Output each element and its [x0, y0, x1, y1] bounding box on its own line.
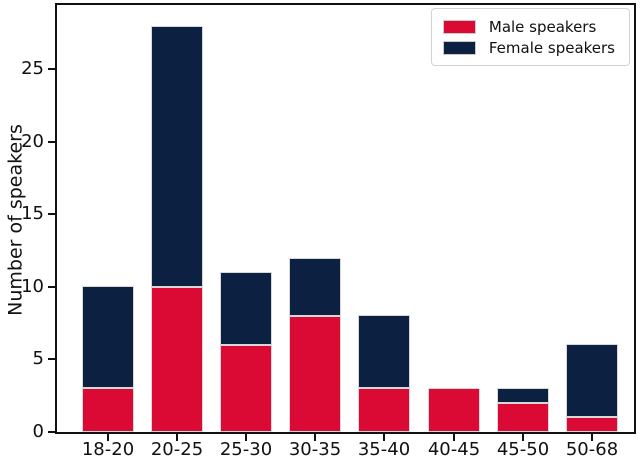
y-tick-label-25: 25 — [21, 58, 44, 79]
bar-segment-18-20-male — [82, 388, 134, 432]
y-tick-label-0: 0 — [32, 421, 44, 442]
y-tick-mark-20 — [48, 141, 55, 143]
x-tick-label-50-68: 50-68 — [565, 439, 619, 460]
bars-layer — [57, 5, 634, 432]
x-tick-mark-45-50 — [522, 434, 524, 441]
x-tick-mark-25-30 — [245, 434, 247, 441]
male-legend-swatch — [442, 19, 476, 34]
x-tick-label-20-25: 20-25 — [150, 439, 204, 460]
x-tick-mark-30-35 — [314, 434, 316, 441]
bar-segment-45-50-female — [497, 388, 549, 403]
plot-area: Male speakers Female speakers — [55, 3, 636, 434]
y-tick-mark-10 — [48, 286, 55, 288]
female-legend-swatch — [442, 40, 476, 55]
bar-segment-50-68-male — [566, 417, 618, 432]
bar-segment-30-35-male — [289, 316, 341, 432]
y-tick-label-20: 20 — [21, 131, 44, 152]
bar-segment-35-40-male — [358, 388, 410, 432]
bar-segment-20-25-male — [151, 287, 203, 432]
bar-segment-35-40-female — [358, 315, 410, 388]
x-tick-mark-18-20 — [107, 434, 109, 441]
y-tick-mark-25 — [48, 68, 55, 70]
x-tick-label-35-40: 35-40 — [357, 439, 411, 460]
x-tick-mark-50-68 — [591, 434, 593, 441]
bar-segment-18-20-female — [82, 286, 134, 388]
legend-label-male: Male speakers — [488, 17, 597, 36]
x-tick-mark-40-45 — [453, 434, 455, 441]
y-tick-label-10: 10 — [21, 276, 44, 297]
legend-label-female: Female speakers — [488, 38, 615, 57]
y-tick-mark-0 — [48, 431, 55, 433]
y-tick-mark-5 — [48, 358, 55, 360]
bar-segment-20-25-female — [151, 26, 203, 287]
bar-segment-45-50-male — [497, 403, 549, 432]
x-tick-label-30-35: 30-35 — [288, 439, 342, 460]
bar-segment-30-35-female — [289, 258, 341, 316]
bar-segment-40-45-male — [428, 388, 480, 432]
legend: Male speakers Female speakers — [430, 8, 630, 66]
bar-segment-50-68-female — [566, 344, 618, 417]
x-tick-mark-20-25 — [176, 434, 178, 441]
legend-item-female: Female speakers — [442, 37, 615, 58]
legend-item-male: Male speakers — [442, 16, 615, 37]
bar-segment-25-30-male — [220, 345, 272, 432]
x-tick-label-25-30: 25-30 — [219, 439, 273, 460]
x-tick-label-18-20: 18-20 — [81, 439, 135, 460]
y-tick-label-15: 15 — [21, 203, 44, 224]
x-tick-label-40-45: 40-45 — [427, 439, 481, 460]
x-tick-label-45-50: 45-50 — [496, 439, 550, 460]
y-tick-label-5: 5 — [32, 348, 44, 369]
y-tick-mark-15 — [48, 213, 55, 215]
bar-segment-25-30-female — [220, 272, 272, 345]
x-tick-mark-35-40 — [383, 434, 385, 441]
